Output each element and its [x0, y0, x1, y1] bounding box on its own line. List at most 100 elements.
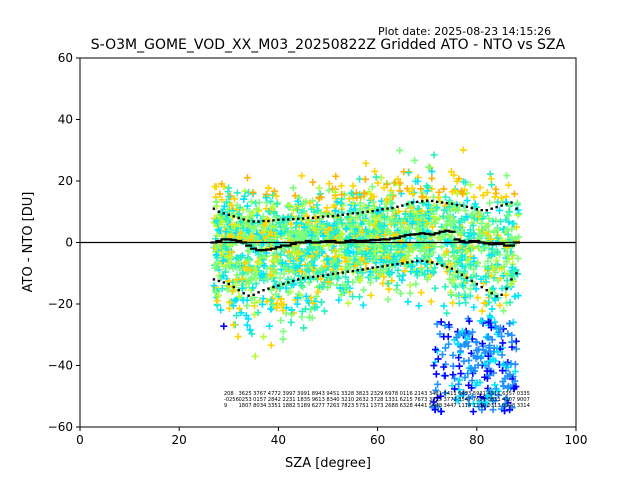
scatter-point: [470, 193, 478, 201]
scatter-point: [397, 223, 405, 231]
scatter-point: [489, 406, 497, 414]
scatter-point: [424, 267, 432, 275]
scatter-point: [456, 392, 464, 400]
scatter-point: [452, 283, 460, 291]
scatter-point: [425, 273, 433, 281]
scatter-point: [273, 304, 281, 312]
scatter-point: [302, 197, 310, 205]
scatter-point: [392, 212, 400, 220]
bin-count-label: 6493: [458, 391, 471, 397]
scatter-point: [441, 372, 449, 380]
scatter-point: [472, 272, 480, 280]
scatter-point: [503, 252, 511, 260]
scatter-point: [302, 272, 310, 280]
scatter-point: [377, 223, 385, 231]
scatter-point: [415, 302, 423, 310]
scatter-point: [421, 223, 429, 231]
scatter-point: [225, 184, 233, 192]
x-tick-label: 60: [370, 433, 385, 447]
scatter-point: [500, 263, 508, 271]
scatter-point: [331, 247, 339, 255]
scatter-point: [429, 223, 437, 231]
scatter-point: [246, 207, 254, 215]
scatter-point: [225, 193, 233, 201]
scatter-point: [488, 251, 496, 259]
scatter-point: [440, 206, 448, 214]
scatter-point: [465, 330, 473, 338]
scatter-point: [222, 228, 230, 236]
x-tick-label: 80: [469, 433, 484, 447]
scatter-point: [396, 146, 404, 154]
bin-count-label: 2632: [356, 397, 369, 403]
scatter-point: [455, 299, 463, 307]
scatter-point: [469, 408, 477, 416]
scatter-point: [273, 200, 281, 208]
scatter-point: [288, 227, 296, 235]
scatter-point: [503, 277, 511, 285]
scatter-point: [346, 249, 354, 257]
scatter-point: [422, 251, 430, 259]
scatter-point: [468, 377, 476, 385]
scatter-point: [487, 175, 495, 183]
scatter-point: [270, 277, 278, 285]
scatter-point: [444, 333, 452, 341]
scatter-point: [342, 284, 350, 292]
y-tick-label: −40: [48, 359, 73, 373]
scatter-point: [449, 362, 457, 370]
scatter-point: [441, 389, 449, 397]
scatter-point: [287, 318, 295, 326]
scatter-point: [317, 209, 325, 217]
scatter-point: [507, 280, 515, 288]
scatter-point: [444, 231, 452, 239]
scatter-point: [414, 177, 422, 185]
scatter-point: [250, 274, 258, 282]
scatter-point: [222, 215, 230, 223]
scatter-point: [499, 339, 507, 347]
scatter-point: [313, 206, 321, 214]
scatter-point: [280, 270, 288, 278]
scatter-point: [276, 274, 284, 282]
scatter-point: [469, 221, 477, 229]
scatter-point: [433, 320, 441, 328]
scatter-point: [220, 183, 228, 191]
scatter-point: [482, 273, 490, 281]
scatter-point: [293, 219, 301, 227]
scatter-point: [401, 267, 409, 275]
scatter-point: [316, 190, 324, 198]
bin-count-label: 3997: [282, 391, 295, 397]
scatter-point: [248, 295, 256, 303]
scatter-point: [478, 219, 486, 227]
scatter-point: [486, 312, 494, 320]
bin-count-label: 5931: [473, 391, 486, 397]
scatter-point: [398, 217, 406, 225]
scatter-point: [459, 146, 467, 154]
scatter-point: [504, 330, 512, 338]
scatter-point: [489, 263, 497, 271]
scatter-point: [446, 275, 454, 283]
scatter-point: [431, 284, 439, 292]
scatter-point: [210, 282, 218, 290]
scatter-point: [505, 208, 513, 216]
scatter-point: [466, 292, 474, 300]
scatter-point: [447, 222, 455, 230]
scatter-point: [416, 247, 424, 255]
scatter-point: [235, 233, 243, 241]
bin-count-label: 5751: [356, 403, 369, 409]
scatter-point: [492, 268, 500, 276]
scatter-point: [237, 253, 245, 261]
scatter-point: [255, 258, 263, 266]
bin-count-label: -0256: [224, 397, 239, 403]
scatter-point: [497, 194, 505, 202]
scatter-point: [428, 167, 436, 175]
scatter-point: [297, 255, 305, 263]
scatter-point: [256, 260, 264, 268]
scatter-point: [470, 214, 478, 222]
scatter-point: [434, 355, 442, 363]
scatter-point: [447, 168, 455, 176]
scatter-point: [220, 202, 228, 210]
scatter-point: [229, 287, 237, 295]
scatter-point: [507, 272, 515, 280]
scatter-point: [322, 208, 330, 216]
bin-count-label: 1882: [282, 403, 295, 409]
scatter-point: [390, 252, 398, 260]
